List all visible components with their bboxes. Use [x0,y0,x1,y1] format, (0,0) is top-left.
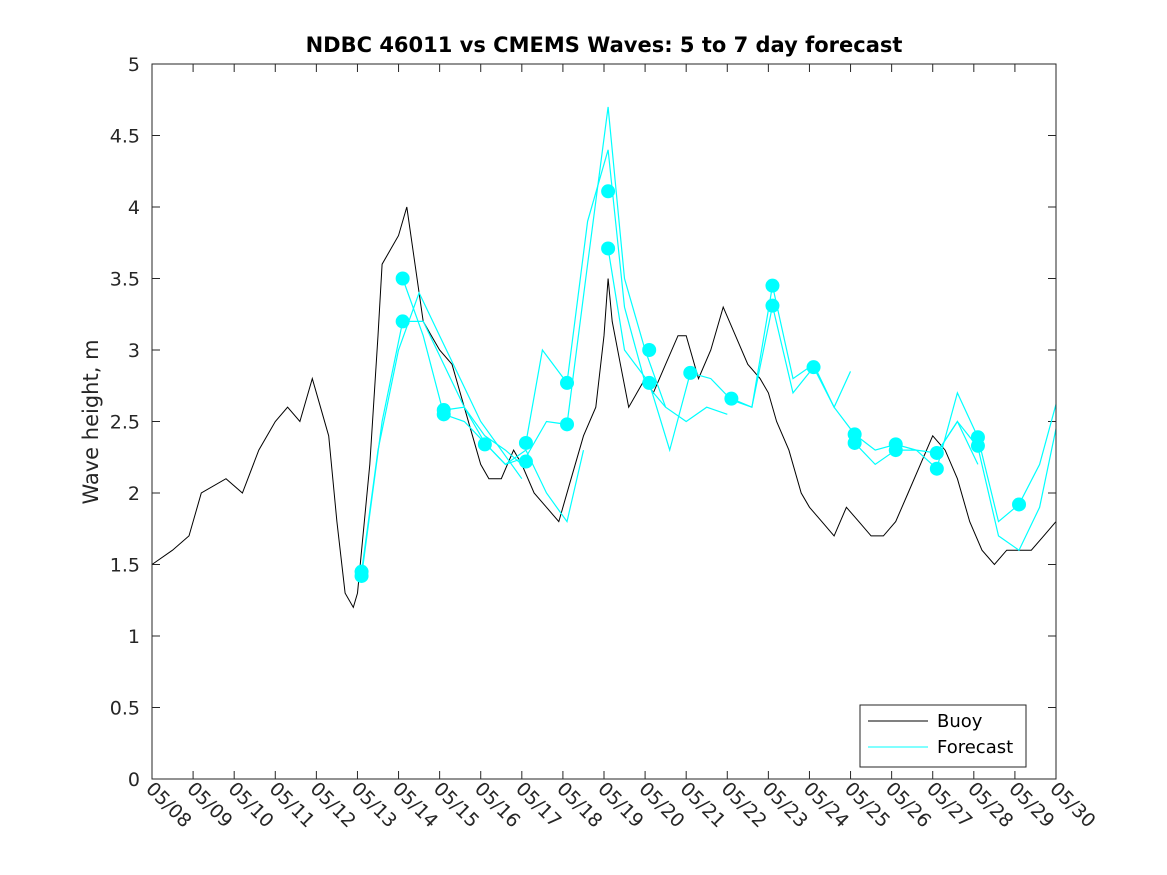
legend: Buoy Forecast [859,704,1027,768]
y-tick-label: 1 [128,626,140,648]
forecast-marker [765,298,780,313]
forecast-marker [518,454,533,469]
y-axis-label: Wave height, m [79,339,103,504]
forecast-marker [1012,497,1027,512]
forecast-run-line [361,291,523,572]
y-tick-label: 4.5 [110,126,140,148]
forecast-marker [806,360,821,375]
y-tick-label: 2.5 [110,412,140,434]
forecast-run-line [525,149,728,444]
forecast-marker [929,461,944,476]
buoy-series-line [151,206,1057,609]
forecast-marker [518,435,533,450]
forecast-run-line [443,106,667,466]
forecast-marker [847,435,862,450]
forecast-marker [395,271,410,286]
y-tick-label: 2 [128,483,140,505]
y-tick-label: 0 [128,769,140,791]
forecast-marker [354,568,369,583]
forecast-run-line [361,320,523,576]
legend-box [859,704,1027,768]
y-tick-label: 3.5 [110,269,140,291]
axes-box [151,63,1057,780]
legend-buoy-label: Buoy [937,711,983,732]
forecast-marker [724,391,739,406]
forecast-marker [436,407,451,422]
forecast-marker [970,438,985,453]
forecast-marker [765,278,780,293]
forecast-run-line [854,391,1057,523]
legend-forecast-label: Forecast [937,737,1013,758]
y-tick-label: 0.5 [110,698,140,720]
forecast-marker [642,343,657,357]
y-tick-label: 4 [128,197,140,219]
forecast-run-line [936,420,1057,552]
forecast-marker [477,437,492,452]
y-tick-label: 3 [128,340,140,362]
y-tick-label: 1.5 [110,555,140,577]
forecast-marker [888,443,903,458]
forecast-marker [642,375,657,390]
forecast-marker [395,314,410,329]
forecast-marker [683,365,698,380]
forecast-marker [601,241,616,256]
y-axis: 0 0.5 1 1.5 2 2.5 3 3.5 4 4.5 5 [110,54,1056,791]
forecast-marker [601,184,616,199]
y-tick-label: 5 [128,54,140,76]
forecast-marker [560,417,575,432]
forecast-marker [929,445,944,460]
forecast-marker [560,375,575,390]
chart-title: NDBC 46011 vs CMEMS Waves: 5 to 7 day fo… [306,33,903,57]
plot-area [151,106,1057,609]
